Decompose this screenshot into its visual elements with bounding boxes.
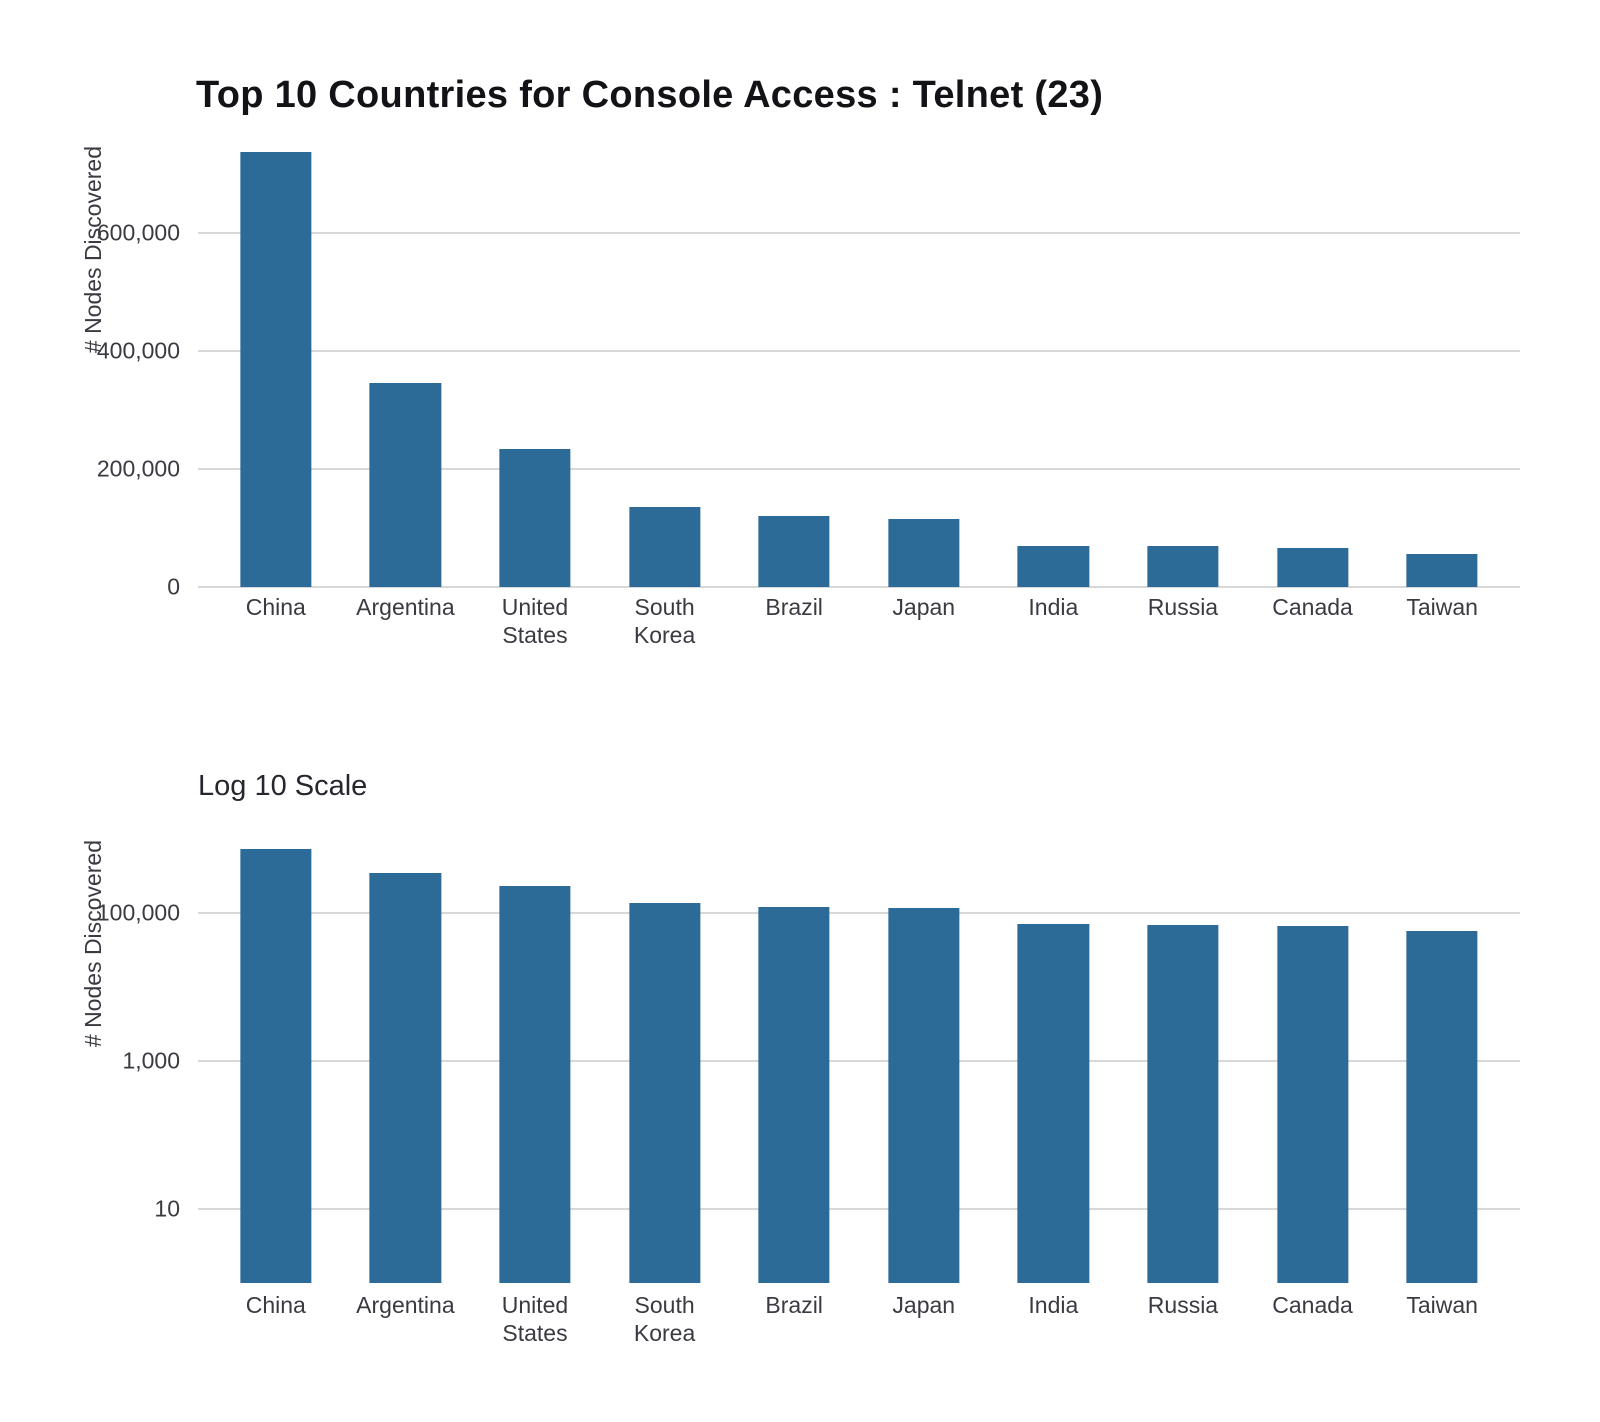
x-label-south-korea: South Korea [633,594,696,648]
bar-slot-china [211,140,341,587]
gridline-100000 [198,911,1520,914]
bar-slot-taiwan [1377,140,1507,587]
y-tick-label-1000: 1,000 [122,1047,180,1074]
bar-japan [888,908,960,1283]
x-axis-labels: China Argentina United States South Korea Br… [211,1291,1507,1347]
y-axis-ticks: 10 1,000 100,000 [0,818,188,1283]
bar-slot-china [211,818,341,1283]
chart-title: Top 10 Countries for Console Access : Te… [196,74,1104,116]
y-tick-label-400000: 400,000 [96,337,180,364]
bar-slot-south-korea [600,818,730,1283]
bars-container [211,140,1507,587]
bar-russia [1147,546,1219,587]
bar-argentina [369,383,442,587]
bar-south-korea [628,903,701,1283]
bar-india [1017,545,1089,587]
bar-canada [1276,548,1349,587]
bar-japan [888,518,960,587]
bar-south-korea [628,507,701,587]
x-label-china: China [245,1292,306,1318]
x-label-china: China [245,594,306,620]
x-label-japan: Japan [892,594,956,620]
bar-slot-india [989,140,1119,587]
x-label-united-states: United States [501,594,569,648]
bar-united-states [499,449,571,587]
x-label-india: India [1028,594,1079,620]
bar-slot-united-states [470,818,600,1283]
y-tick-label-100000: 100,000 [96,899,180,926]
bar-slot-japan [859,818,989,1283]
gridline-600000 [198,231,1520,234]
plot-panel [198,140,1520,588]
bar-united-states [499,885,571,1283]
x-label-canada: Canada [1272,594,1353,620]
x-label-taiwan: Taiwan [1406,594,1478,620]
bar-slot-argentina [341,818,471,1283]
bar-taiwan [1406,931,1478,1283]
bar-russia [1147,924,1219,1283]
gridline-1000 [198,1059,1520,1062]
bar-slot-taiwan [1377,818,1507,1283]
x-label-india: India [1028,1292,1079,1318]
y-tick-label-10: 10 [154,1195,180,1222]
bar-slot-brazil [729,140,859,587]
bar-argentina [369,872,442,1283]
bar-china [240,151,312,587]
bars-container [211,818,1507,1283]
x-label-brazil: Brazil [765,1292,823,1318]
x-label-united-states: United States [501,1292,569,1346]
bar-brazil [758,515,830,587]
bar-slot-south-korea [600,140,730,587]
x-axis-labels: China Argentina United States South Korea Br… [211,593,1507,649]
bar-slot-canada [1248,140,1378,587]
bar-slot-russia [1118,818,1248,1283]
x-label-argentina: Argentina [356,1292,455,1318]
gridline-10 [198,1207,1520,1210]
x-label-taiwan: Taiwan [1406,1292,1478,1318]
bar-slot-india [989,818,1119,1283]
bar-brazil [758,906,830,1283]
bar-canada [1276,926,1349,1283]
bar-slot-united-states [470,140,600,587]
bar-slot-argentina [341,140,471,587]
gridline-200000 [198,467,1520,470]
y-tick-label-200000: 200,000 [96,455,180,482]
y-axis-ticks: 0 200,000 400,000 600,000 [0,140,188,599]
bar-taiwan [1406,553,1478,587]
chart-subtitle: Log 10 Scale [198,770,368,802]
bar-slot-russia [1118,140,1248,587]
x-label-south-korea: South Korea [633,1292,696,1346]
bar-india [1017,924,1089,1283]
x-label-russia: Russia [1147,594,1219,620]
bar-slot-canada [1248,818,1378,1283]
gridline-400000 [198,349,1520,352]
y-tick-label-0: 0 [167,573,180,600]
x-label-brazil: Brazil [765,594,823,620]
bar-slot-brazil [729,818,859,1283]
x-label-japan: Japan [892,1292,956,1318]
x-label-canada: Canada [1272,1292,1353,1318]
x-label-argentina: Argentina [356,594,455,620]
bar-slot-japan [859,140,989,587]
gridline-0 [198,586,1520,588]
y-tick-label-600000: 600,000 [96,219,180,246]
x-label-russia: Russia [1147,1292,1219,1318]
bar-china [240,848,312,1283]
plot-panel [198,818,1520,1283]
